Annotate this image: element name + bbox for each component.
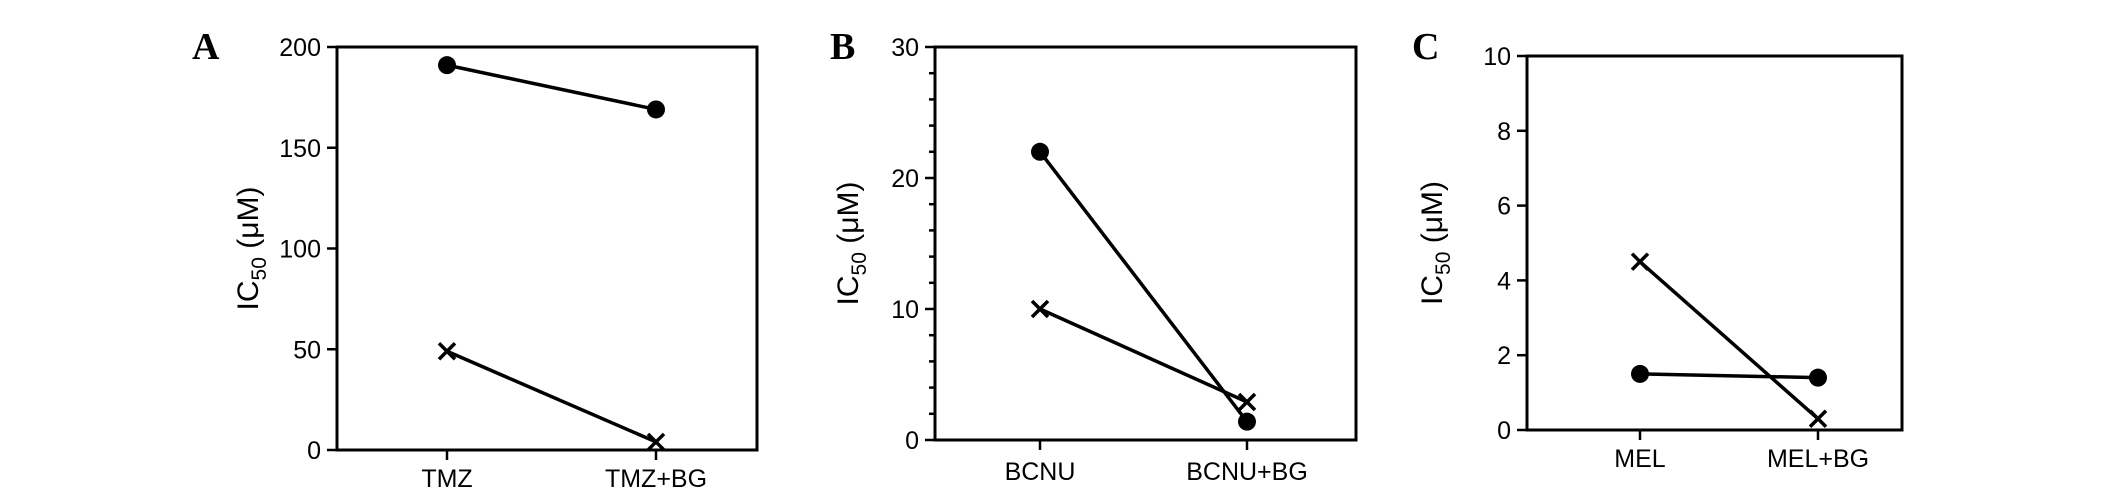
panel-letter: B (830, 26, 855, 68)
y-tick-label: 150 (279, 135, 321, 163)
plot-frame (335, 45, 759, 452)
y-axis-label: IC50 (μM) (832, 182, 871, 306)
y-tick-label: 0 (307, 437, 321, 465)
series-line-x (1638, 260, 1820, 421)
y-tick-label: 0 (905, 427, 919, 455)
data-point-dot (1809, 368, 1827, 387)
series-line-dot (446, 63, 657, 112)
y-tick-label: 0 (1497, 417, 1511, 445)
x-category-label: TMZ (421, 465, 472, 493)
y-axis-label: IC50 (μM) (1416, 181, 1455, 305)
plot-frame (933, 45, 1358, 442)
series-line-x (446, 349, 657, 444)
x-category-label: TMZ+BG (605, 465, 707, 493)
data-point-dot (1238, 412, 1256, 431)
data-point-x (1808, 409, 1828, 429)
chart-panel-a: A 0 50 100 150 200 TMZ TMZ+BG IC50 (μM) (192, 26, 759, 493)
chart-panel-b: B 0 10 20 30 BCNU BCNU+BG IC50 (μM) (830, 26, 1358, 486)
data-point-dot (647, 100, 665, 119)
chart-panel-c: C 0 2 4 6 8 10 MEL MEL+BG IC50 (μM) (1412, 26, 1904, 473)
data-point-x (437, 342, 457, 361)
y-tick-label: 30 (891, 34, 919, 62)
y-tick-label: 4 (1497, 267, 1511, 295)
data-point-dot (1631, 364, 1649, 383)
x-category-label: MEL+BG (1767, 445, 1869, 473)
series-line-dot (1038, 150, 1249, 423)
y-tick-label: 8 (1497, 118, 1511, 146)
data-point-x (646, 432, 666, 452)
x-category-label: BCNU+BG (1186, 458, 1308, 486)
plot-frame (1525, 54, 1904, 432)
y-tick-label: 10 (1483, 43, 1511, 71)
y-axis-label: IC50 (μM) (232, 187, 271, 311)
y-tick-label: 6 (1497, 193, 1511, 221)
data-point-x (1030, 299, 1050, 319)
data-point-x (1237, 392, 1257, 412)
series-line-x (1039, 307, 1248, 404)
y-tick-label: 10 (891, 296, 919, 324)
y-tick-label: 200 (279, 34, 321, 62)
panel-letter: A (192, 26, 220, 68)
y-tick-label: 100 (279, 236, 321, 264)
panel-letter: C (1412, 26, 1439, 68)
series-line-dot (1639, 372, 1819, 380)
data-point-dot (438, 56, 456, 75)
data-point-dot (1031, 142, 1049, 161)
y-tick-label: 50 (293, 336, 321, 364)
x-category-label: MEL (1614, 445, 1666, 473)
data-point-x (1630, 252, 1650, 271)
x-category-label: BCNU (1005, 458, 1076, 486)
y-tick-label: 20 (891, 165, 919, 193)
y-tick-label: 2 (1497, 342, 1511, 370)
